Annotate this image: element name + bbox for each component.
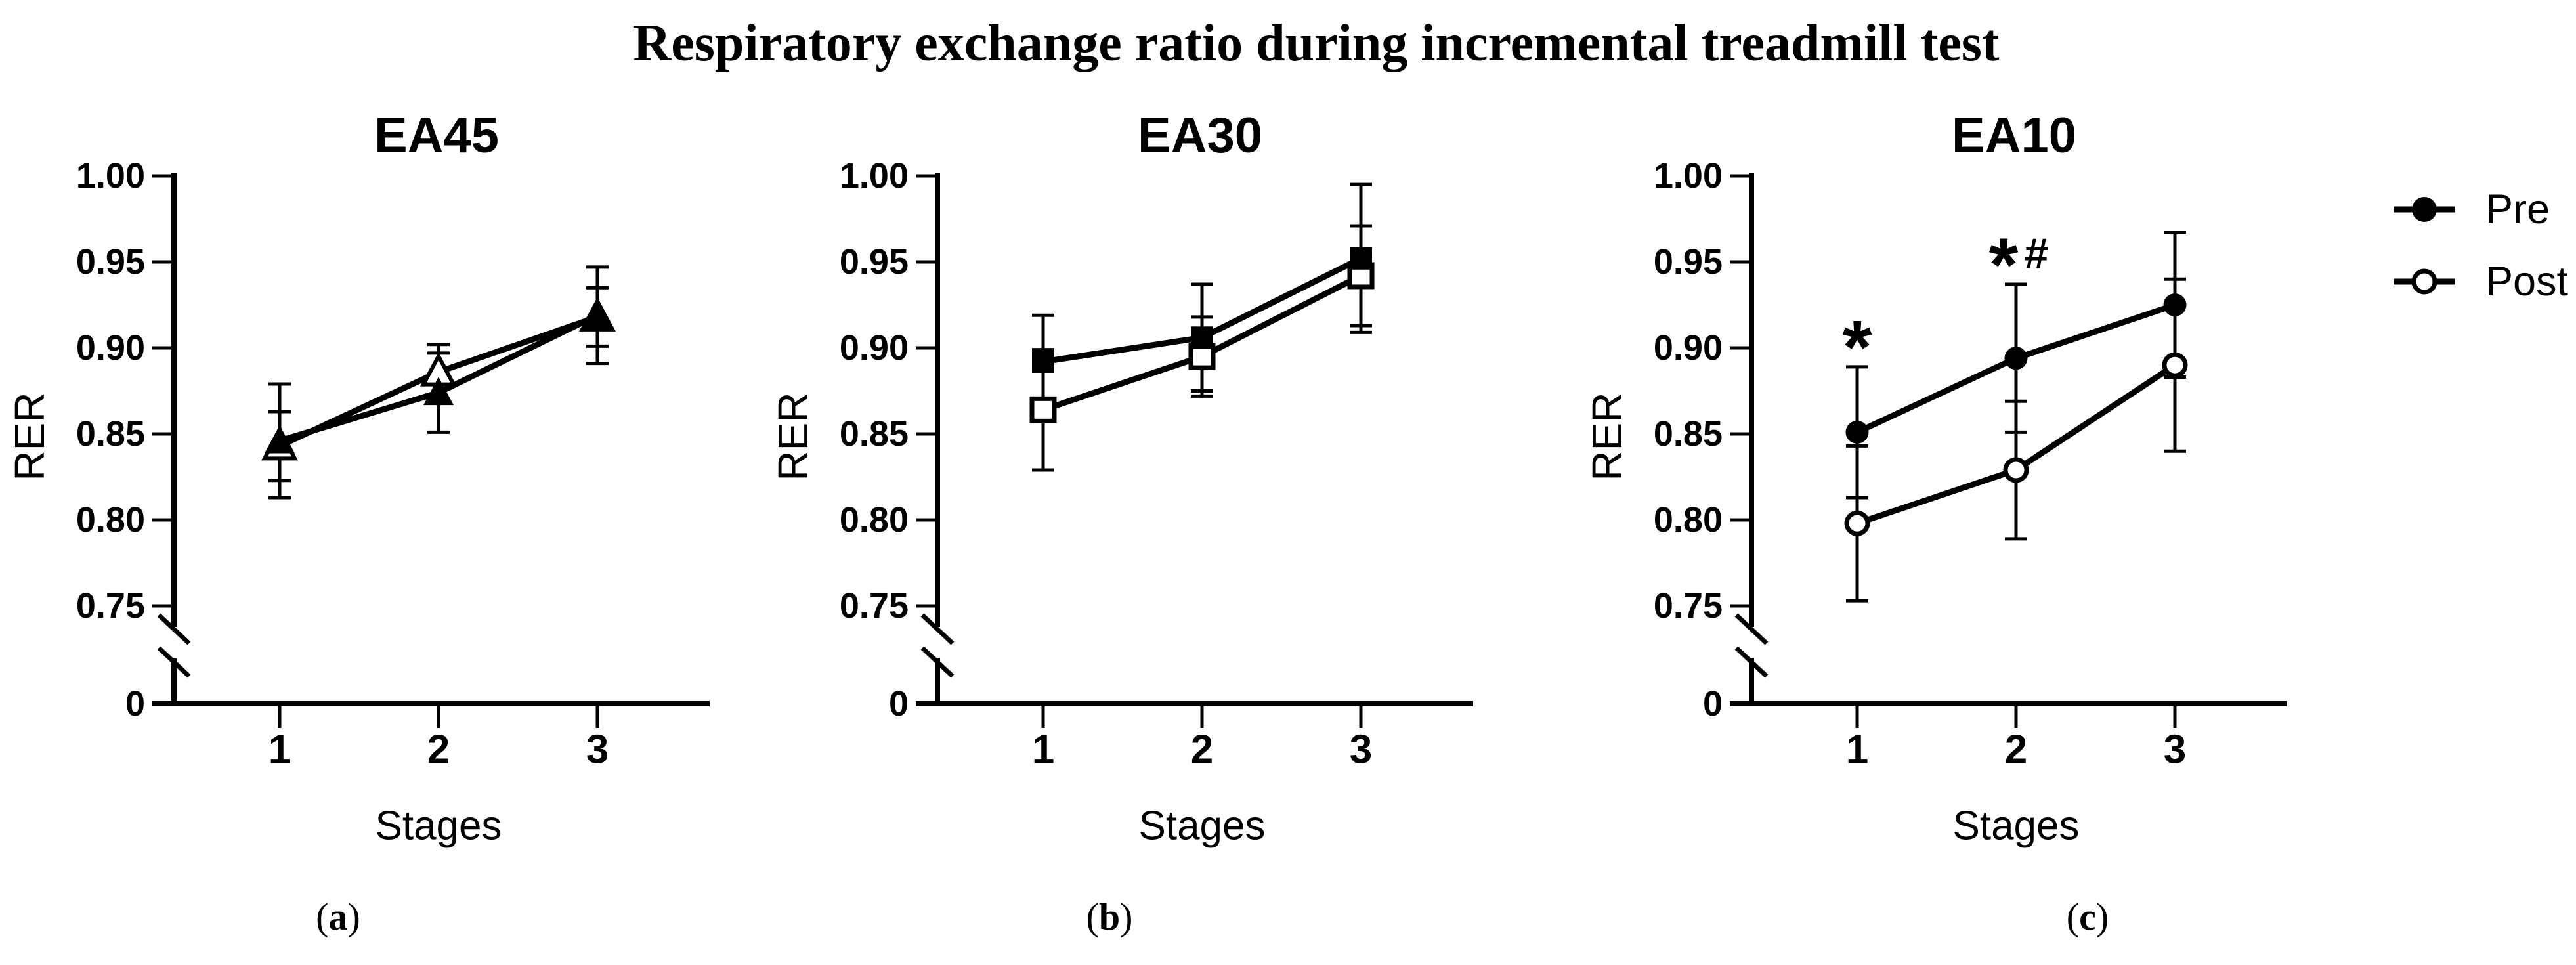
annotation-hash: # <box>2025 229 2049 278</box>
x-tick-label: 2 <box>2005 727 2027 773</box>
legend: Pre Post <box>2394 186 2569 305</box>
marker-pre-stage-2 <box>423 377 454 406</box>
figure-title: Respiratory exchange ratio during increm… <box>633 14 1999 72</box>
marker-post-stage-1 <box>1844 510 1870 536</box>
y-tick-label: 0.95 <box>76 242 145 282</box>
panel-title-b: EA30 <box>1138 108 1262 163</box>
y-tick-label: 0.85 <box>1654 414 1723 454</box>
x-tick-label: 3 <box>1350 727 1372 773</box>
y-tick-label: 0.80 <box>1654 500 1723 540</box>
y-tick-label: 0.85 <box>840 414 909 454</box>
y-tick-label: 1.00 <box>840 156 909 196</box>
x-tick-label: 3 <box>586 727 609 773</box>
filled-circle-icon <box>2412 197 2437 222</box>
axis-break-slash-upper-icon <box>1734 613 1769 645</box>
axis-break-slash-upper-icon <box>920 613 955 645</box>
caption-c: (c) <box>2067 895 2109 938</box>
open-circle-icon <box>2411 268 2437 295</box>
y-tick-label: 1.00 <box>76 156 145 196</box>
y-tick-label: 0.95 <box>840 242 909 282</box>
caption-a: (a) <box>316 895 360 938</box>
y-tick-label: 1.00 <box>1654 156 1723 196</box>
legend-item-pre: Pre <box>2394 186 2550 232</box>
y-zero-label: 0 <box>1703 684 1723 723</box>
marker-pre-stage-3 <box>582 299 612 328</box>
y-tick-label: 0.75 <box>76 586 145 626</box>
x-tick-label: 1 <box>1032 727 1054 773</box>
marker-pre-stage-2 <box>1191 326 1213 349</box>
y-axis-label: RER <box>1583 392 1631 481</box>
marker-pre-stage-1 <box>1032 350 1054 373</box>
axis-break-slash-lower-icon <box>920 646 955 678</box>
marker-pre-stage-2 <box>2004 347 2028 370</box>
panel-title-c: EA10 <box>1952 108 2076 163</box>
legend-post-label: Post <box>2485 259 2569 305</box>
panel-b: EA30 1.00 0.95 0.90 0.85 0.80 0.75 0 1 2 3 Stages RE… <box>769 108 1473 849</box>
y-tick-label: 0.75 <box>1654 586 1723 626</box>
x-axis-label: Stages <box>375 804 502 849</box>
x-tick-label: 2 <box>427 727 450 773</box>
y-tick-label: 0.90 <box>840 328 909 368</box>
axis-break-slash-lower-icon <box>1734 646 1769 678</box>
marker-pre-stage-1 <box>1845 420 1869 444</box>
x-tick-label: 2 <box>1191 727 1213 773</box>
legend-pre-label: Pre <box>2485 186 2550 232</box>
marker-pre-stage-3 <box>2163 293 2187 316</box>
x-tick-label: 1 <box>268 727 291 773</box>
annotation-asterisk: * <box>1989 223 2019 307</box>
axis-break-slash-lower-icon <box>157 646 191 678</box>
y-axis-label: RER <box>769 392 817 481</box>
annotation-asterisk: * <box>1843 306 1872 390</box>
x-axis-label: Stages <box>1952 804 2079 849</box>
legend-item-post: Post <box>2394 259 2569 305</box>
marker-post-stage-1 <box>1029 396 1057 423</box>
panel-title-a: EA45 <box>374 108 499 163</box>
y-axis-label: RER <box>6 392 53 481</box>
y-tick-label: 0.90 <box>1654 328 1723 368</box>
panel-a: EA45 1.00 0.95 0.90 0.85 0.80 0.75 0 1 2 3 Stages RE… <box>6 108 710 849</box>
marker-post-stage-2 <box>2003 457 2029 483</box>
x-tick-label: 1 <box>1846 727 1868 773</box>
y-tick-label: 0.80 <box>76 500 145 540</box>
x-axis-label: Stages <box>1138 804 1265 849</box>
axis-break-slash-upper-icon <box>157 613 191 645</box>
y-tick-label: 0.95 <box>1654 242 1723 282</box>
y-tick-label: 0.90 <box>76 328 145 368</box>
y-zero-label: 0 <box>125 684 145 723</box>
y-tick-label: 0.75 <box>840 586 909 626</box>
marker-pre-stage-1 <box>265 425 295 454</box>
y-tick-label: 0.85 <box>76 414 145 454</box>
marker-post-stage-3 <box>2162 352 2188 378</box>
caption-b: (b) <box>1086 895 1133 938</box>
x-tick-label: 3 <box>2164 727 2186 773</box>
panels-group: EA45 1.00 0.95 0.90 0.85 0.80 0.75 0 1 2 3 Stages RE… <box>6 108 2287 849</box>
y-tick-label: 0.80 <box>840 500 909 540</box>
panel-c: EA10 1.00 0.95 0.90 0.85 0.80 0.75 0 1 2 3 Stages RE… <box>1583 108 2287 849</box>
y-zero-label: 0 <box>889 684 909 723</box>
marker-pre-stage-3 <box>1350 247 1372 270</box>
